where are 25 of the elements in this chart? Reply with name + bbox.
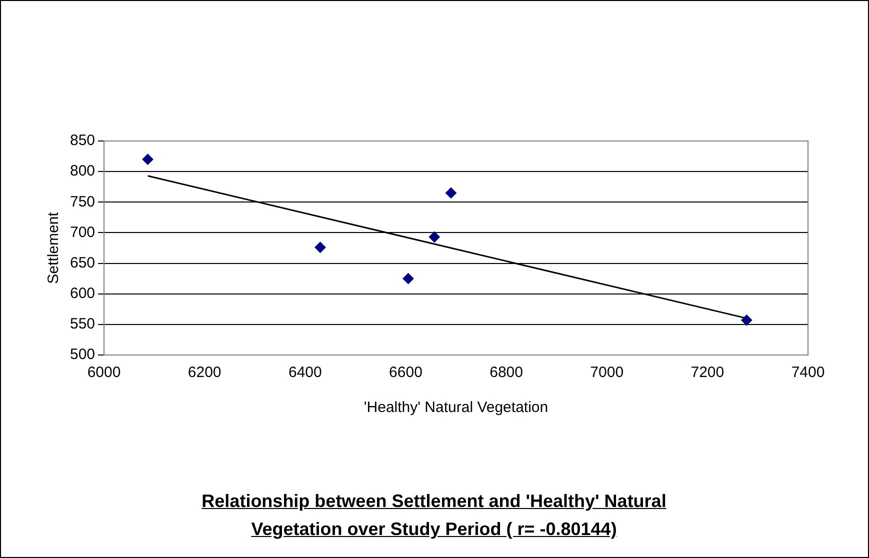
x-tick-label: 6800 <box>490 364 523 382</box>
point <box>428 231 440 242</box>
y-axis-title: Settlement <box>45 211 62 284</box>
x-tick-label: 7400 <box>791 364 825 382</box>
x-tick-label: 7200 <box>690 364 724 382</box>
y-tick-label: 550 <box>70 316 96 333</box>
y-tick-label: 650 <box>70 254 96 272</box>
y-tick-label: 850 <box>70 132 96 150</box>
x-tick-label: 7000 <box>590 364 624 382</box>
y-tick-label: 800 <box>70 162 96 180</box>
point <box>445 187 456 198</box>
text: Relationship between Settlement and 'Healthy' Natural Vegetation over Study Period ( r= -0.80144) <box>202 491 666 539</box>
x-tick-label: 6000 <box>87 364 121 382</box>
y-tick-label: 700 <box>70 224 96 241</box>
y-tick-label: 750 <box>70 193 96 210</box>
point <box>314 242 326 253</box>
point <box>142 154 154 165</box>
x-tick-label: 6600 <box>389 364 422 382</box>
y-tick-label: 500 <box>70 346 96 364</box>
point <box>741 314 752 326</box>
x-axis-title: 'Healthy' Natural Vegetation <box>364 399 548 416</box>
y-tick-label: 600 <box>70 285 96 302</box>
x-tick-label: 6200 <box>188 364 222 382</box>
point <box>402 273 414 284</box>
x-tick-label: 6400 <box>288 364 322 382</box>
